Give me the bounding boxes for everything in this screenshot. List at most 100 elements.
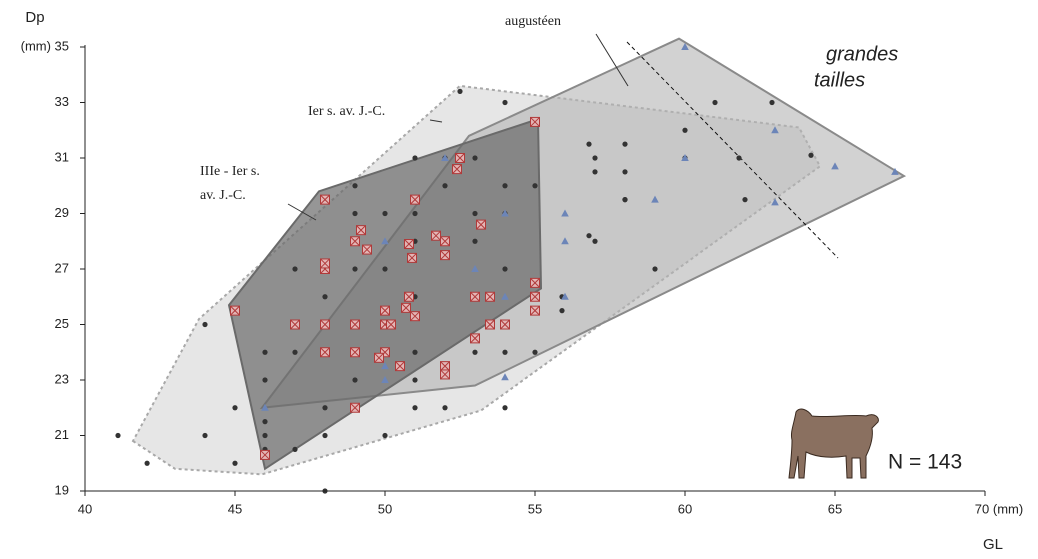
point-cross	[407, 253, 417, 263]
point	[407, 252, 417, 263]
point	[472, 238, 478, 244]
point	[586, 141, 592, 147]
point	[350, 347, 360, 358]
point	[440, 236, 450, 247]
point	[381, 376, 389, 383]
point	[412, 349, 418, 355]
point	[232, 460, 238, 466]
y-tick-label: 19	[55, 482, 69, 497]
point	[501, 209, 509, 217]
point	[532, 183, 538, 189]
annotation: grandes	[826, 43, 898, 65]
point	[144, 460, 150, 466]
point	[455, 153, 465, 163]
point-cross	[350, 319, 360, 330]
point	[202, 432, 208, 439]
point	[470, 333, 480, 344]
point	[362, 244, 372, 255]
point	[292, 266, 298, 272]
point	[386, 319, 396, 330]
point	[352, 266, 358, 272]
point	[440, 250, 450, 261]
y-tick-label: 27	[55, 260, 69, 275]
point	[771, 126, 779, 134]
point	[374, 352, 384, 363]
point-cross	[410, 311, 420, 322]
point	[500, 319, 510, 330]
point	[681, 43, 689, 50]
point-cross	[455, 153, 465, 163]
point	[530, 291, 540, 302]
region-label: Ier s. av. J.-C.	[308, 104, 385, 119]
point	[292, 349, 298, 355]
point	[292, 446, 298, 452]
point	[382, 210, 388, 217]
leader-line	[287, 203, 317, 221]
point	[472, 155, 478, 161]
point	[381, 362, 389, 370]
point	[532, 349, 538, 355]
point	[502, 99, 508, 106]
point-cross	[380, 305, 390, 316]
point-cross	[350, 236, 360, 247]
cow	[788, 408, 879, 479]
point	[404, 239, 414, 250]
point	[350, 319, 360, 330]
point-cross	[350, 402, 360, 413]
point-cross	[431, 230, 441, 241]
point	[262, 432, 268, 439]
y-tick-label: 29	[55, 205, 69, 220]
point	[472, 210, 478, 217]
x-tick-label: 40	[78, 501, 92, 516]
point	[401, 302, 411, 313]
point	[320, 319, 330, 330]
leader-line	[429, 119, 443, 123]
point	[350, 236, 360, 247]
point	[322, 405, 328, 411]
region	[227, 117, 543, 471]
point	[771, 198, 779, 206]
point	[476, 219, 486, 230]
point-cross	[452, 164, 462, 174]
point	[380, 305, 390, 316]
point-cross	[320, 258, 330, 269]
point	[736, 155, 742, 161]
point	[352, 183, 358, 189]
point	[501, 373, 509, 381]
point	[502, 266, 508, 272]
point-cross	[440, 361, 450, 371]
point-cross	[404, 239, 414, 249]
point	[561, 209, 569, 217]
point-cross	[374, 352, 384, 363]
region-label: augustéen	[505, 14, 561, 29]
point	[352, 210, 358, 217]
point	[262, 419, 268, 425]
region-label: av. J.-C.	[200, 188, 246, 203]
point	[470, 291, 480, 302]
x-tick-label: 50	[378, 501, 392, 516]
point	[530, 277, 540, 288]
point	[442, 405, 448, 411]
point	[622, 197, 628, 203]
point	[592, 238, 598, 244]
point-cross	[395, 361, 405, 371]
cow-icon	[788, 408, 879, 479]
y-tick-label: 31	[55, 149, 69, 164]
point	[530, 305, 540, 316]
point	[410, 311, 420, 322]
point	[431, 230, 441, 241]
point	[452, 164, 462, 175]
region-label: IIIe - Ier s.	[200, 164, 260, 179]
point	[356, 225, 366, 236]
annotation: N = 143	[888, 451, 962, 474]
point	[472, 349, 478, 355]
x-tick-label: 65	[828, 501, 842, 516]
point	[502, 405, 508, 411]
point-cross	[260, 450, 270, 460]
point	[382, 432, 388, 439]
point	[586, 233, 592, 239]
point-cross	[485, 291, 495, 302]
y-tick-label: 25	[55, 316, 69, 331]
point	[320, 258, 330, 269]
point	[891, 167, 899, 175]
